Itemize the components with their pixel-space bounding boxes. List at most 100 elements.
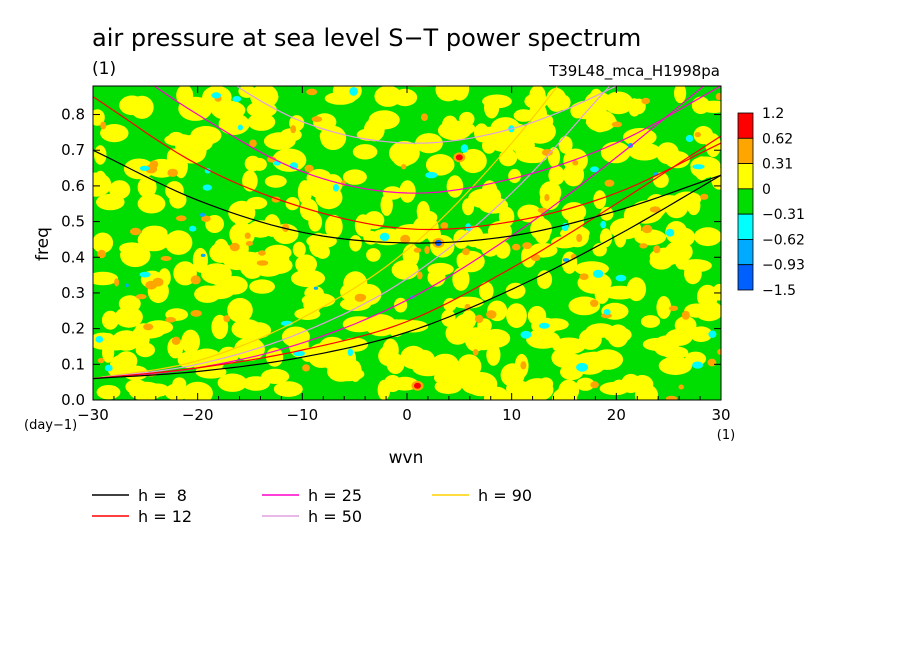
- contour-blob-0: [308, 212, 323, 232]
- contour-blob-0: [452, 267, 470, 291]
- colorbar-level-label: −0.93: [762, 258, 805, 274]
- contour-blob-1: [572, 160, 579, 166]
- contour-blob-0: [656, 296, 672, 319]
- contour-blob-1: [579, 273, 589, 281]
- contour-blob-0: [513, 109, 534, 122]
- curve-upper-h12: [93, 96, 721, 231]
- x-tick-label: 10: [502, 406, 521, 424]
- curve-upper-h25: [153, 86, 721, 194]
- contour-blob-0: [368, 110, 400, 130]
- contour-blob-0: [319, 127, 343, 145]
- contour-blob-0: [172, 377, 187, 391]
- contour-blob-0: [96, 385, 121, 400]
- contour-blob-0: [576, 377, 595, 391]
- contour-blob-1: [100, 121, 107, 130]
- colorbar-swatch: [737, 264, 754, 291]
- contour-blob-0: [382, 338, 399, 362]
- colorbar-level-label: −0.62: [762, 232, 805, 248]
- contour-blob-0: [469, 332, 496, 351]
- contour-blob-1: [97, 249, 106, 259]
- contour-blob-3: [200, 253, 206, 257]
- x-tick-label: −30: [77, 406, 109, 424]
- contour-blob-2: [425, 171, 438, 179]
- contour-blob-1: [304, 164, 314, 172]
- contour-blob-0: [115, 351, 138, 371]
- contour-blob-0: [93, 172, 112, 197]
- contour-blob-1: [531, 254, 541, 262]
- contour-blob-0: [393, 224, 428, 244]
- contour-blob-0: [653, 172, 669, 188]
- contour-blob-2: [333, 184, 339, 192]
- contour-blob-0: [264, 244, 292, 261]
- contour-blob-1: [486, 310, 497, 319]
- contour-blob-0: [327, 360, 355, 382]
- contour-blob-1: [97, 357, 105, 364]
- contour-blob-1: [175, 215, 187, 222]
- plot-area: [92, 85, 722, 401]
- contour-blob-0: [674, 246, 688, 270]
- contour-blob-0: [693, 126, 714, 145]
- y-tick-label: 0.2: [61, 320, 85, 338]
- contour-blob-0: [211, 271, 225, 286]
- legend: h = 8 h = 12 h = 25 h = 50 h = 90: [92, 486, 532, 526]
- title-units: (1): [92, 59, 116, 79]
- contour-blob-0: [94, 145, 107, 165]
- contour-blob-1: [472, 349, 479, 356]
- x-axis-label: wvn: [389, 448, 424, 468]
- contour-blob-0: [562, 163, 585, 187]
- y-tick-label: 0.3: [61, 284, 85, 302]
- contour-blob-0: [253, 90, 279, 104]
- curve-upper-h50: [235, 86, 618, 144]
- contour-blob-0: [689, 326, 713, 343]
- legend-label: h = 25: [308, 486, 362, 505]
- contour-blob-2: [95, 336, 104, 343]
- contour-blob-1: [201, 215, 211, 222]
- contour-blob-1: [604, 179, 615, 187]
- contour-blob-1: [700, 193, 709, 200]
- contour-blob-0: [446, 175, 464, 198]
- contour-blob-0: [366, 248, 381, 262]
- contour-blob-0: [190, 125, 222, 145]
- contour-blob-0: [628, 142, 661, 161]
- x-tick-label: −20: [182, 406, 214, 424]
- contour-blob-1: [152, 277, 164, 287]
- contour-blob-0: [227, 297, 253, 323]
- contour-blob-1: [522, 242, 532, 250]
- contour-blob-0: [712, 283, 721, 301]
- contour-blob-2: [460, 144, 469, 153]
- contour-blob-1: [420, 113, 428, 121]
- contour-blob-1: [541, 149, 553, 156]
- x-tick-label: 30: [711, 406, 730, 424]
- contour-blob-2: [692, 164, 705, 170]
- contour-blob-0: [445, 321, 470, 345]
- contour-blob-1: [413, 247, 422, 253]
- x-tick-label: −10: [287, 406, 319, 424]
- contour-blob-3: [562, 258, 570, 262]
- contour-blob-0: [557, 385, 577, 400]
- y-tick-label: 0.5: [61, 213, 85, 231]
- colorbar-swatch: [737, 163, 754, 190]
- contour-blob-1: [417, 271, 423, 280]
- contour-blob-0: [294, 308, 321, 320]
- contour-blob-0: [658, 356, 693, 375]
- contour-blob-1: [249, 139, 257, 148]
- y-axis-units: (day−1): [24, 418, 77, 433]
- colorbar-level-label: 0.62: [762, 131, 793, 147]
- curve-kelvin-h90: [93, 86, 559, 380]
- contour-blob-0: [457, 354, 482, 379]
- contour-blob-0: [574, 261, 609, 277]
- contour-blob-1: [149, 160, 159, 168]
- contour-blob-1: [512, 243, 521, 251]
- contour-blob-0: [626, 277, 647, 302]
- contour-blob-1: [681, 310, 690, 320]
- contour-blob-0: [100, 124, 129, 143]
- contour-blob-0: [441, 309, 456, 327]
- contour-blob-0: [486, 343, 501, 366]
- contour-blob-0: [540, 114, 554, 128]
- contour-blob-0: [377, 379, 391, 400]
- contour-blob-0: [656, 142, 679, 165]
- contour-blob-3: [199, 212, 206, 217]
- x-tick-label: 0: [402, 406, 412, 424]
- contour-blob-0: [614, 227, 627, 248]
